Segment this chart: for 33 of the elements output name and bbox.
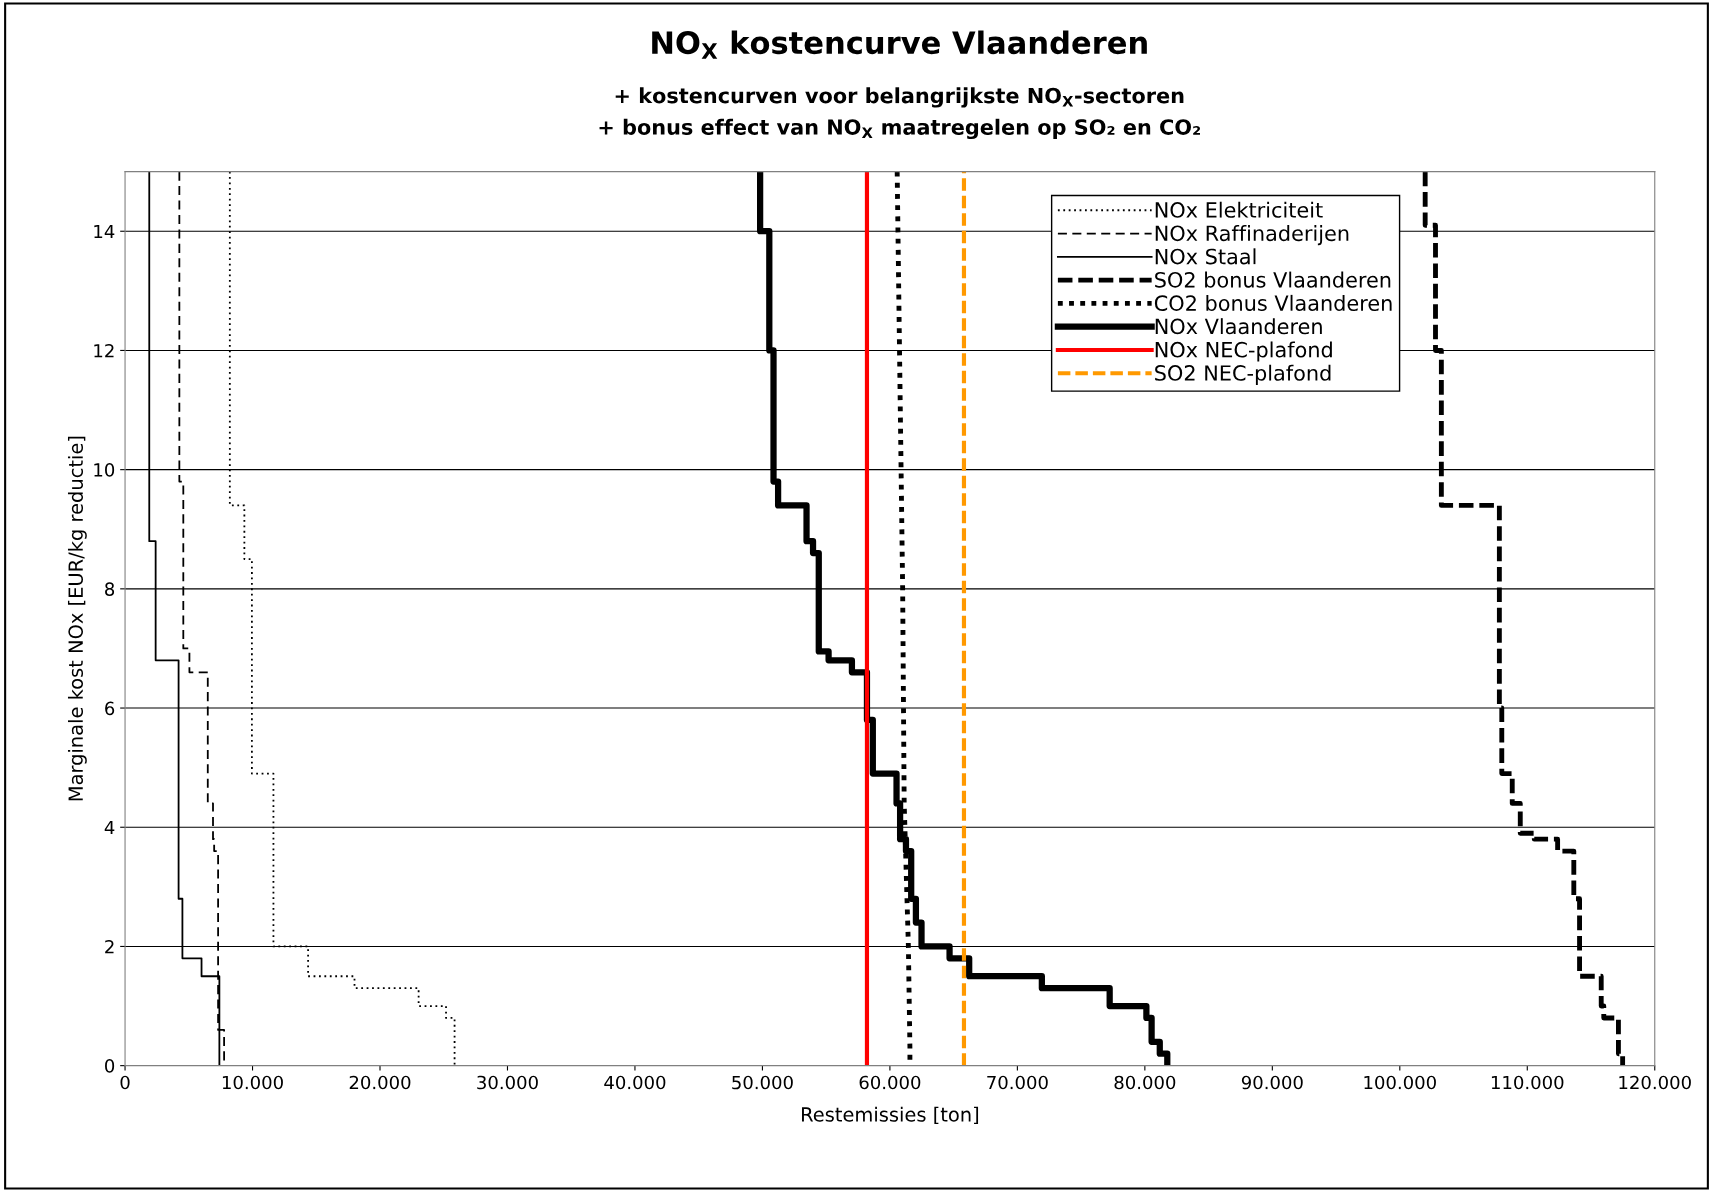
x-tick-label: 90.000 xyxy=(1241,1075,1303,1090)
x-tick-label: 60.000 xyxy=(859,1075,921,1090)
x-tick-label: 80.000 xyxy=(1114,1075,1176,1090)
legend-label: NOx Staal xyxy=(1155,248,1256,265)
legend-label: NOx NEC-plafond xyxy=(1155,341,1332,362)
y-tick-label: 2 xyxy=(105,939,114,954)
x-tick-label: 10.000 xyxy=(222,1075,283,1090)
x-tick-label: 0 xyxy=(120,1075,130,1090)
chart-title: NO$_{X}$ kostencurve Vlaanderen xyxy=(652,30,1147,59)
x-tick-label: 110.000 xyxy=(1491,1075,1564,1090)
y-tick-label: 12 xyxy=(94,343,114,358)
y-tick-label: 6 xyxy=(105,701,115,716)
y-tick-label: 4 xyxy=(104,820,115,835)
x-tick-label: 30.000 xyxy=(477,1075,538,1090)
y-tick-label: 14 xyxy=(94,224,115,239)
legend-label: NOx Raffinaderijen xyxy=(1155,225,1349,246)
x-tick-label: 40.000 xyxy=(604,1075,666,1090)
legend-label: CO2 bonus Vlaanderen xyxy=(1154,294,1392,311)
x-tick-label: 50.000 xyxy=(732,1075,793,1090)
y-tick-label: 10 xyxy=(94,463,115,477)
y-tick-label: 8 xyxy=(105,582,115,596)
x-tick-label: 120.000 xyxy=(1619,1075,1691,1090)
legend-label: NOx Elektriciteit xyxy=(1155,201,1323,218)
y-tick-label: 0 xyxy=(105,1059,115,1073)
x-tick-label: 20.000 xyxy=(349,1075,411,1090)
x-tick-label: 70.000 xyxy=(987,1075,1048,1090)
legend-label: NOx Vlaanderen xyxy=(1155,318,1322,335)
y-axis-title: Marginale kost NOx [EUR/kg reductie] xyxy=(67,436,87,801)
text: + kostencurven voor belangrijkste NO$_{X}$-sectoren + bonus effect van NO$_{X}$ maatregelen op SO₂ en CO₂ xyxy=(599,87,1201,140)
legend-label: SO2 bonus Vlaanderen xyxy=(1155,271,1391,288)
x-axis-title: Restemissies [ton] xyxy=(802,1106,979,1125)
x-tick-label: 100.000 xyxy=(1364,1075,1436,1090)
legend-label: SO2 NEC-plafond xyxy=(1155,364,1331,385)
